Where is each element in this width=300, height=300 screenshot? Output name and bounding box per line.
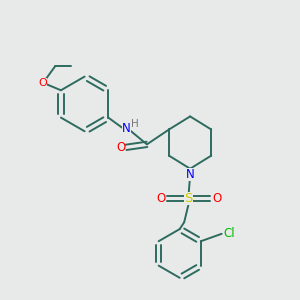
Text: S: S bbox=[184, 192, 193, 205]
Text: H: H bbox=[130, 119, 138, 129]
Text: N: N bbox=[122, 122, 131, 134]
Text: Cl: Cl bbox=[223, 227, 235, 240]
Text: O: O bbox=[116, 141, 125, 154]
Text: O: O bbox=[212, 192, 221, 205]
Text: O: O bbox=[156, 192, 165, 205]
Text: N: N bbox=[186, 168, 195, 181]
Text: O: O bbox=[39, 78, 47, 88]
